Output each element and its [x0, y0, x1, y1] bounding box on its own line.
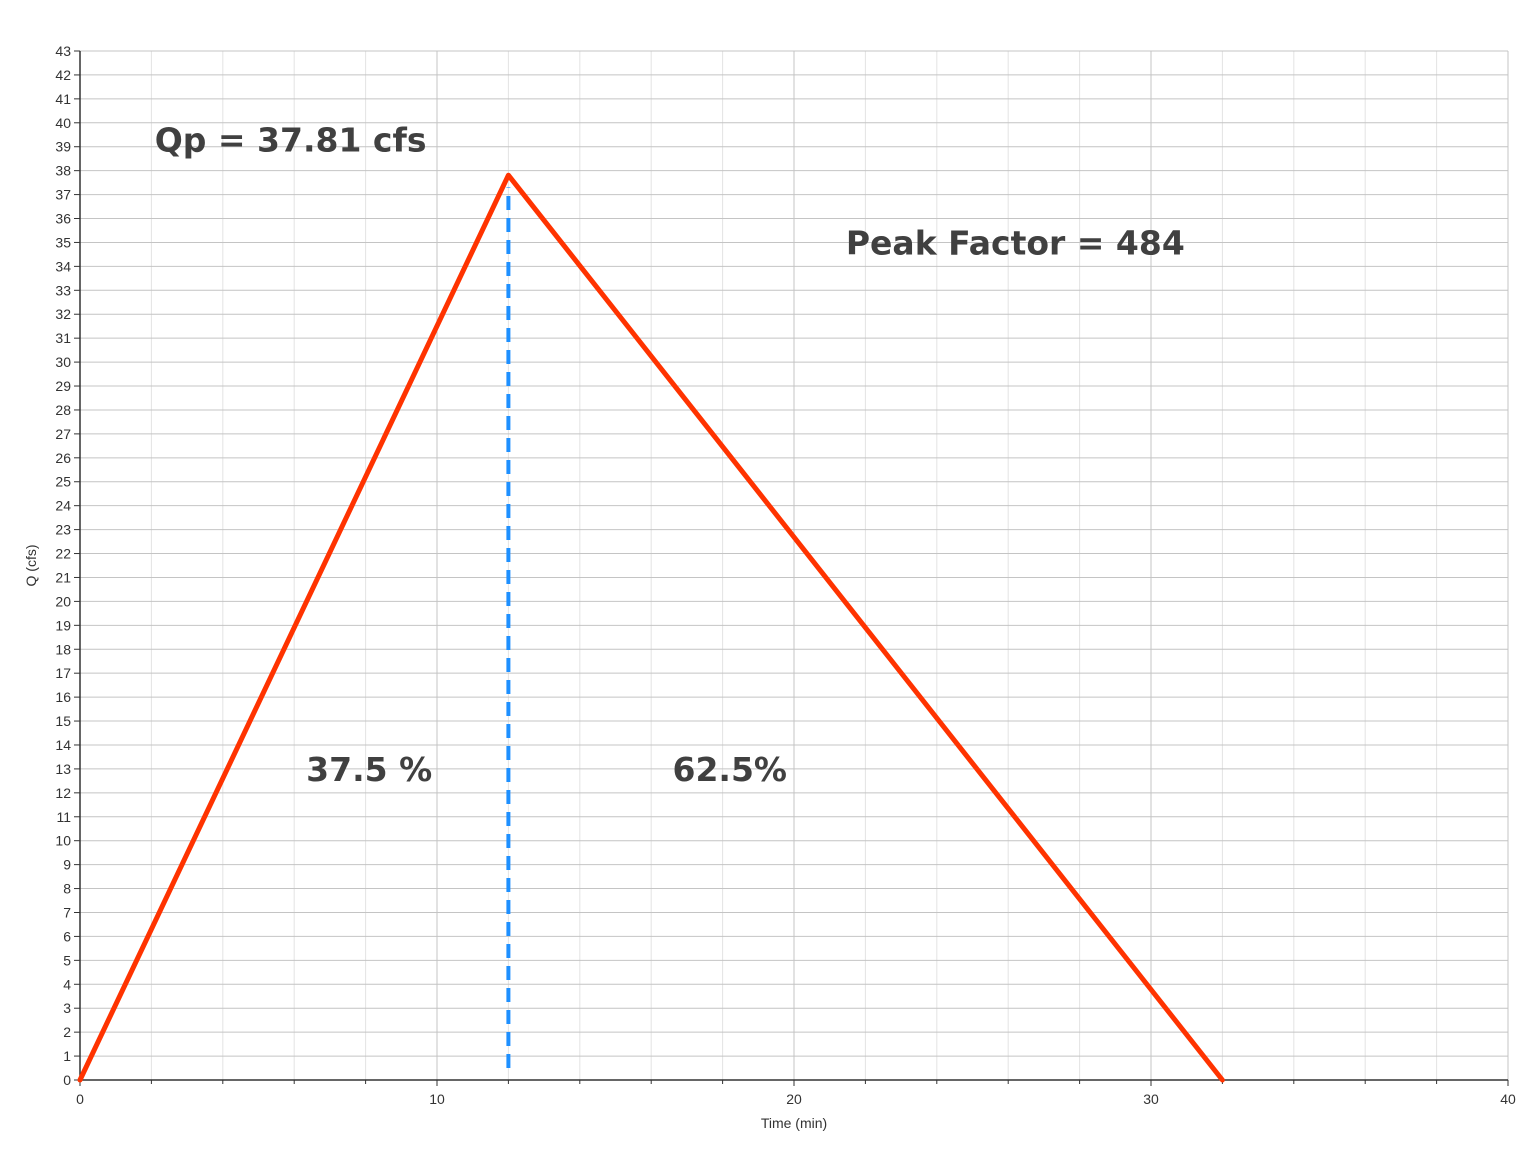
y-tick-label: 42	[55, 67, 71, 83]
chart-annotation: 37.5 %	[306, 750, 432, 789]
y-tick-label: 37	[55, 187, 71, 203]
y-tick-label: 16	[55, 689, 71, 705]
y-tick-label: 0	[63, 1072, 71, 1088]
y-tick-label: 5	[63, 952, 71, 968]
y-tick-label: 23	[55, 522, 71, 538]
y-tick-label: 28	[55, 402, 71, 418]
y-tick-label: 25	[55, 474, 71, 490]
y-axis-title: Q (cfs)	[23, 545, 39, 587]
y-tick-label: 43	[55, 43, 71, 59]
series	[77, 172, 1225, 1083]
y-tick-label: 38	[55, 163, 71, 179]
y-tick-label: 14	[55, 737, 71, 753]
y-tick-label: 34	[55, 258, 71, 274]
y-tick-label: 6	[63, 928, 71, 944]
axes: 0123456789101112131415161718192021222324…	[55, 43, 1516, 1107]
hydrograph-line	[77, 172, 1225, 1083]
y-tick-label: 39	[55, 139, 71, 155]
x-tick-label: 20	[786, 1091, 802, 1107]
y-tick-label: 29	[55, 378, 71, 394]
y-tick-label: 40	[55, 115, 71, 131]
x-tick-label: 10	[429, 1091, 445, 1107]
y-tick-label: 31	[55, 330, 71, 346]
y-tick-label: 26	[55, 450, 71, 466]
y-tick-label: 17	[55, 665, 71, 681]
y-tick-label: 19	[55, 617, 71, 633]
y-tick-label: 4	[63, 976, 71, 992]
y-tick-label: 9	[63, 857, 71, 873]
y-tick-label: 7	[63, 904, 71, 920]
chart-annotation: Peak Factor = 484	[846, 223, 1185, 262]
y-tick-label: 22	[55, 546, 71, 562]
chart-annotation: 62.5%	[672, 750, 787, 789]
y-tick-label: 2	[63, 1024, 71, 1040]
grid	[79, 50, 1509, 1081]
x-tick-label: 0	[76, 1091, 84, 1107]
y-tick-label: 36	[55, 211, 71, 227]
y-tick-label: 15	[55, 713, 71, 729]
y-tick-label: 13	[55, 761, 71, 777]
y-tick-label: 8	[63, 881, 71, 897]
y-tick-label: 11	[56, 809, 71, 825]
y-tick-label: 33	[55, 282, 71, 298]
y-tick-label: 12	[55, 785, 71, 801]
chart-annotation: Qp = 37.81 cfs	[155, 121, 427, 160]
y-tick-label: 18	[55, 641, 71, 657]
y-tick-label: 10	[55, 833, 71, 849]
annotations: Qp = 37.81 cfs Peak Factor = 484 37.5 % 62.…	[155, 121, 1185, 789]
y-tick-label: 1	[63, 1048, 71, 1064]
y-tick-label: 30	[55, 354, 71, 370]
y-tick-label: 35	[55, 234, 71, 250]
y-tick-label: 20	[55, 593, 71, 609]
y-tick-label: 27	[55, 426, 71, 442]
y-tick-label: 32	[55, 306, 71, 322]
y-tick-label: 3	[63, 1000, 71, 1016]
y-tick-label: 24	[55, 498, 71, 514]
y-tick-label: 21	[55, 569, 71, 585]
x-tick-label: 40	[1500, 1091, 1516, 1107]
y-tick-label: 41	[55, 91, 71, 107]
x-tick-label: 30	[1143, 1091, 1159, 1107]
x-axis-title: Time (min)	[761, 1115, 827, 1131]
